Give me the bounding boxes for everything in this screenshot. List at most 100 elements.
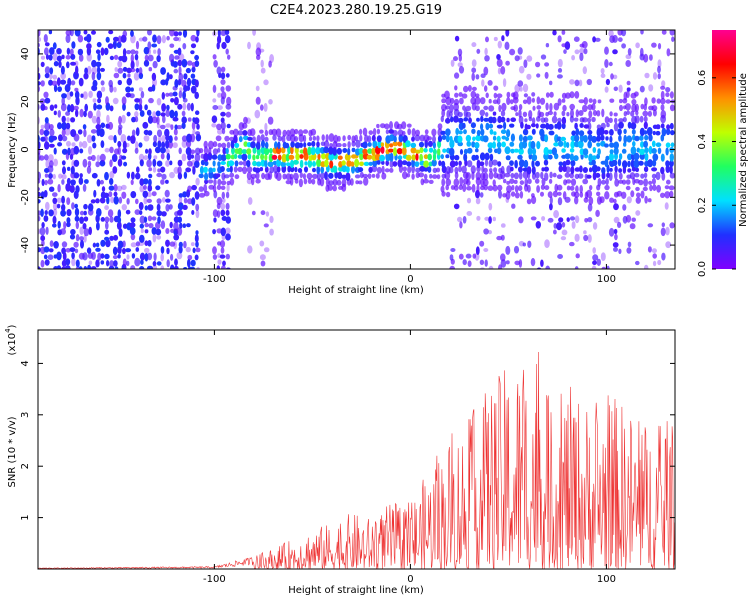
spectrogram-cell bbox=[83, 110, 87, 118]
spectrogram-cell bbox=[208, 147, 212, 156]
spectrogram-cell bbox=[97, 98, 102, 104]
spectrogram-cell bbox=[195, 131, 201, 136]
spectrogram-cell bbox=[359, 134, 363, 142]
spectrogram-cell bbox=[612, 49, 618, 55]
spectrogram-cell bbox=[518, 259, 523, 268]
colorbar-tick-label: 0.0 bbox=[697, 261, 708, 277]
spectrogram-cell bbox=[73, 145, 80, 155]
spectrogram-cell bbox=[355, 139, 361, 148]
spectrogram-cell bbox=[613, 203, 619, 211]
spectrogram-cell bbox=[483, 248, 489, 252]
spectrogram-cell bbox=[617, 37, 623, 42]
spectrogram-cell bbox=[574, 233, 580, 242]
spectrogram-cell bbox=[195, 177, 200, 186]
spectrogram-cell bbox=[569, 103, 575, 110]
spectrogram-cell bbox=[160, 179, 165, 185]
spectrogram-cell bbox=[44, 97, 51, 104]
spectrogram-cell bbox=[147, 54, 154, 62]
spectrogram-cell bbox=[426, 136, 432, 141]
spectrogram-cell bbox=[316, 141, 320, 148]
spectrogram-cell bbox=[178, 147, 182, 155]
spectrogram-cell bbox=[255, 141, 261, 150]
spectrogram-cell bbox=[527, 135, 533, 141]
spectrogram-cell bbox=[586, 174, 592, 179]
spectrogram-cell bbox=[539, 97, 546, 105]
spectrogram-cell bbox=[177, 216, 182, 223]
spectrogram-cell bbox=[557, 140, 564, 147]
spectrogram-cell bbox=[623, 134, 627, 144]
spectrogram-cell bbox=[264, 141, 269, 149]
spectrogram-cell bbox=[622, 204, 627, 211]
spectrogram-cell bbox=[411, 159, 416, 168]
spectrogram-cell bbox=[221, 66, 226, 73]
spectrogram-cell bbox=[514, 55, 520, 62]
spectrogram-cell bbox=[583, 230, 587, 235]
spectrogram-cell bbox=[57, 86, 62, 92]
spectrogram-cell bbox=[320, 166, 325, 174]
spectrogram-cell bbox=[212, 246, 217, 255]
spectrogram-cell bbox=[496, 54, 501, 60]
spectrogram-cell bbox=[277, 154, 282, 161]
spectrogram-cell bbox=[121, 155, 127, 160]
spectrogram-cell bbox=[669, 159, 674, 167]
spectrogram-cell bbox=[644, 72, 650, 79]
spectrogram-cell bbox=[261, 139, 265, 148]
spectrogram-cell bbox=[143, 129, 149, 136]
spectrogram-cell bbox=[406, 123, 412, 128]
spectrogram-cell bbox=[161, 103, 167, 112]
spectrogram-cell bbox=[220, 91, 227, 100]
spectrogram-cell bbox=[242, 160, 247, 167]
spectrogram-cell bbox=[44, 73, 50, 79]
spectrogram-cell bbox=[152, 60, 158, 69]
spectrogram-cell bbox=[466, 186, 472, 191]
spectrogram-cell bbox=[258, 48, 265, 53]
spectrogram-cell bbox=[126, 77, 133, 86]
spectrogram-cell bbox=[195, 203, 200, 212]
spectrogram-cell bbox=[592, 110, 598, 116]
spectrogram-cell bbox=[496, 93, 503, 98]
spectrogram-cell bbox=[362, 173, 369, 178]
spectrogram-cell bbox=[355, 180, 360, 185]
spectrogram-cell bbox=[347, 147, 351, 156]
spectrogram-cell bbox=[549, 171, 553, 179]
spectrogram-cell bbox=[392, 130, 398, 137]
spectrogram-cell bbox=[194, 60, 200, 67]
spectrogram-cell bbox=[53, 61, 59, 67]
spectrogram-cell bbox=[165, 139, 170, 149]
spectrogram-cell bbox=[587, 130, 593, 135]
spectrogram-cell bbox=[153, 134, 158, 143]
spectrogram-cell bbox=[431, 128, 437, 137]
spectrogram-cell bbox=[569, 148, 575, 153]
spectrogram-cell bbox=[52, 192, 58, 198]
spectrogram-cell bbox=[182, 43, 187, 50]
spectrogram-cell bbox=[459, 149, 464, 155]
spectrogram-cell bbox=[609, 111, 613, 117]
spectrogram-cell bbox=[247, 245, 253, 254]
spectrogram-cell bbox=[144, 247, 150, 254]
spectrogram-cell bbox=[113, 36, 119, 42]
spectrogram-cell bbox=[657, 65, 661, 74]
spectrogram-cell bbox=[336, 147, 342, 155]
spectrogram-cell bbox=[506, 165, 512, 174]
spectrogram-cell bbox=[526, 124, 531, 130]
spectrogram-cell bbox=[518, 55, 523, 60]
spectrogram-cell bbox=[220, 161, 226, 165]
spectrogram-cell bbox=[467, 85, 472, 92]
spectrogram-cell bbox=[476, 184, 480, 193]
spectrogram-cell bbox=[432, 135, 436, 144]
spectrogram-cell bbox=[479, 240, 485, 247]
spectrogram-cell bbox=[574, 122, 578, 130]
spectrogram-cell bbox=[251, 210, 256, 216]
spectrogram-cell bbox=[70, 61, 77, 66]
spectrogram-cell bbox=[557, 184, 563, 191]
spectrogram-cell bbox=[212, 98, 217, 103]
spectrogram-cell bbox=[449, 97, 455, 105]
spectrogram-cell bbox=[492, 141, 496, 149]
spectrogram-cell bbox=[173, 96, 179, 106]
spectrogram-cell bbox=[117, 60, 123, 68]
spectrogram-cell bbox=[92, 79, 98, 88]
spectrogram-cell bbox=[212, 184, 217, 193]
spectrogram-cell bbox=[194, 79, 199, 88]
spectrogram-cell bbox=[623, 128, 627, 135]
spectrogram-cell bbox=[518, 115, 524, 125]
